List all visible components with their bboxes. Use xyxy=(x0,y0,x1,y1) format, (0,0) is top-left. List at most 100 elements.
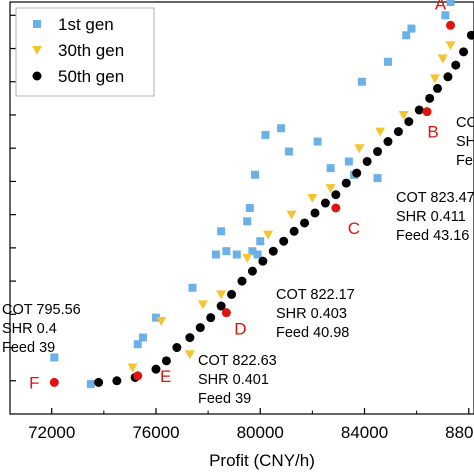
data-point xyxy=(253,250,262,259)
data-point xyxy=(407,24,416,33)
annotation-line: Feed xyxy=(456,153,474,169)
legend-marker xyxy=(32,71,42,81)
data-point xyxy=(331,190,341,200)
data-point xyxy=(437,54,448,64)
data-point xyxy=(383,137,393,147)
data-point xyxy=(206,313,216,323)
data-point xyxy=(161,356,171,366)
data-point xyxy=(352,168,362,178)
data-point xyxy=(375,127,386,137)
data-point xyxy=(289,226,299,236)
annotation-line: COT 795.56 xyxy=(2,302,81,318)
annotation-line: SHR 0.4 xyxy=(2,321,57,337)
legend-label: 1st gen xyxy=(58,15,114,34)
x-tick-label: 80000 xyxy=(237,423,284,442)
data-point xyxy=(237,276,247,286)
data-point xyxy=(245,204,254,212)
data-point xyxy=(188,283,197,292)
annotation-line: SHR 0.403 xyxy=(276,306,347,322)
data-point xyxy=(172,343,182,353)
data-point xyxy=(248,247,257,256)
data-point xyxy=(242,253,253,263)
data-point xyxy=(393,127,403,137)
data-point xyxy=(362,156,372,166)
plot-frame xyxy=(9,1,474,415)
data-point xyxy=(425,93,435,103)
data-point xyxy=(227,289,237,299)
point-letter-D: D xyxy=(234,320,246,339)
series-30th-gen xyxy=(127,41,456,373)
data-point xyxy=(156,316,167,326)
data-point xyxy=(268,246,278,256)
data-point xyxy=(184,350,195,360)
data-point xyxy=(94,377,104,387)
annotation-E: COT 822.63 SHR 0.401 Feed 39 xyxy=(198,353,277,407)
data-point xyxy=(286,210,297,220)
annotation-F: COT 795.56 SHR 0.4 Feed 39 xyxy=(2,302,81,356)
series-50th-gen xyxy=(94,30,474,387)
annotation-line: COT 823.47 xyxy=(396,190,474,206)
data-point xyxy=(433,83,443,93)
x-tick-label: 72000 xyxy=(28,423,75,442)
point-letter-A: A xyxy=(435,0,447,13)
annotation-B: COT SHR Feed xyxy=(456,115,474,169)
data-point xyxy=(446,0,455,6)
data-point xyxy=(216,301,226,311)
data-point xyxy=(341,178,351,188)
data-point xyxy=(195,323,205,333)
data-point xyxy=(344,157,353,166)
data-point xyxy=(133,340,142,349)
data-point xyxy=(354,144,365,154)
annotation-line: COT 822.63 xyxy=(198,353,277,369)
data-point xyxy=(50,353,59,362)
data-point xyxy=(112,376,122,386)
x-axis-label: Profit (CNY/h) xyxy=(209,451,315,470)
data-point xyxy=(127,363,138,373)
point-letter-E: E xyxy=(160,367,171,386)
data-point xyxy=(138,333,147,342)
highlight-point-E xyxy=(133,371,143,381)
annotation-line: Feed 39 xyxy=(2,340,55,356)
highlighted-points: A B C D E F xyxy=(29,0,456,392)
data-point xyxy=(300,218,310,228)
data-point xyxy=(243,217,252,226)
data-point xyxy=(217,227,226,236)
data-point xyxy=(326,164,335,173)
annotation-line: Feed 39 xyxy=(198,391,251,407)
data-point xyxy=(277,124,286,133)
annotation-line: SHR xyxy=(456,134,474,150)
data-point xyxy=(451,60,461,70)
highlight-point-D xyxy=(221,308,231,318)
annotation-line: SHR 0.411 xyxy=(396,209,466,225)
y-axis-ticks xyxy=(10,14,16,382)
data-points: A B C D E F xyxy=(29,0,474,392)
x-tick-label: 76000 xyxy=(132,423,179,442)
data-point xyxy=(443,72,453,82)
data-point xyxy=(151,364,161,374)
data-point xyxy=(373,174,382,183)
data-point xyxy=(402,31,411,40)
data-point xyxy=(357,77,366,86)
legend: 1st gen 30th gen 50th gen xyxy=(15,7,155,97)
data-point xyxy=(216,290,227,300)
annotation-C: COT 823.47 SHR 0.411 Feed 43.16 xyxy=(396,190,474,244)
data-point xyxy=(279,236,289,246)
data-point xyxy=(86,380,95,389)
data-point xyxy=(263,230,274,240)
data-point xyxy=(445,41,456,51)
data-point xyxy=(151,313,160,322)
x-tick-label: 84000 xyxy=(341,423,388,442)
data-point xyxy=(185,333,195,343)
data-point xyxy=(284,147,293,156)
data-point xyxy=(251,170,260,179)
data-point xyxy=(211,250,220,259)
data-point xyxy=(373,147,383,157)
legend-marker xyxy=(33,20,41,28)
data-point xyxy=(398,110,409,120)
x-axis-ticks: 72000 76000 80000 84000 88000 xyxy=(28,408,474,442)
data-point xyxy=(414,105,424,115)
point-letter-C: C xyxy=(348,219,360,238)
legend-marker xyxy=(32,46,42,55)
